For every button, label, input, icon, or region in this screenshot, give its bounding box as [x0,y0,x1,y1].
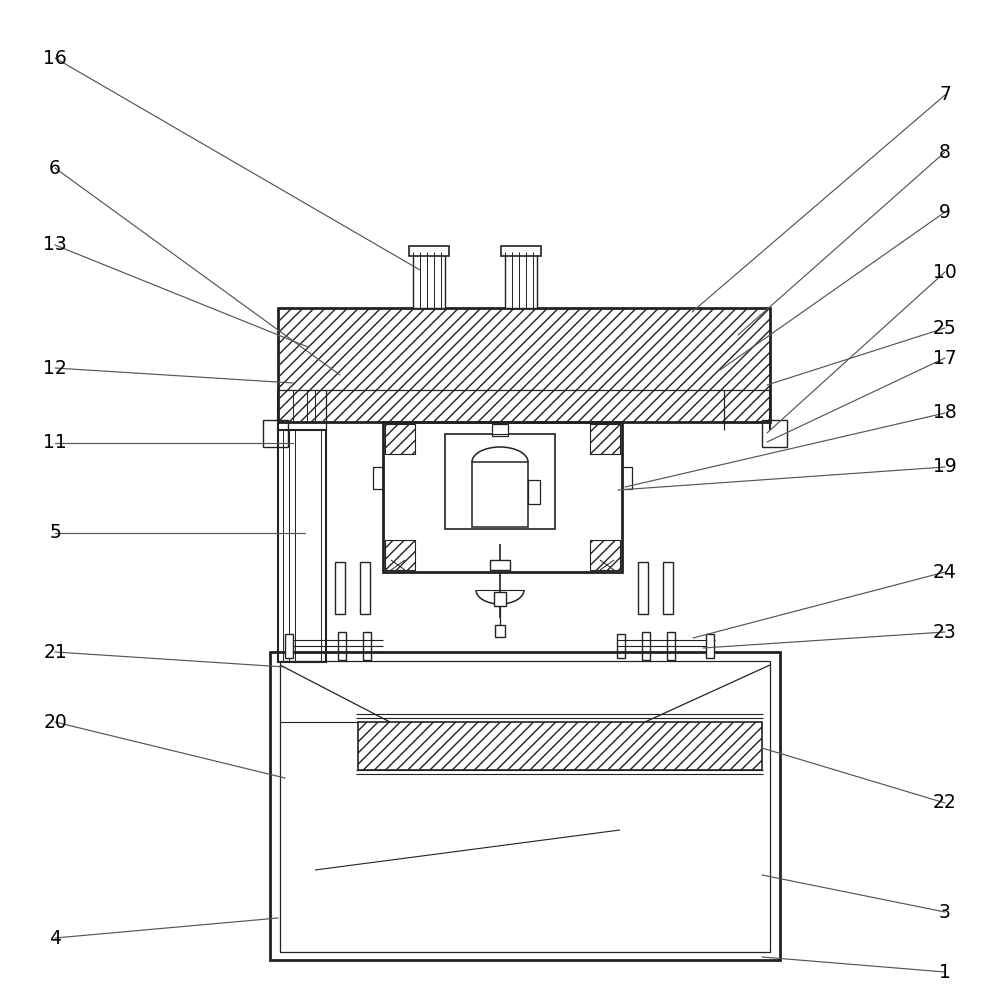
Bar [642,632,650,660]
Bar [445,434,555,529]
Bar [413,252,445,308]
Text: 12: 12 [43,359,67,377]
Text: 18: 18 [933,403,957,422]
Text: 16: 16 [43,48,67,68]
Bar [360,562,370,614]
Text: 5: 5 [49,524,61,542]
Bar [667,632,675,660]
Bar [590,424,620,454]
Bar [501,246,541,256]
Text: 13: 13 [43,235,67,254]
Text: 7: 7 [939,86,951,104]
Text: 11: 11 [43,434,67,452]
Bar [270,652,780,960]
Bar [409,246,449,256]
Bar [762,420,787,447]
Bar [383,422,622,572]
Bar [335,562,345,614]
Text: 3: 3 [939,902,951,922]
Text: 10: 10 [933,262,957,282]
Bar [638,562,648,614]
Bar [590,540,620,570]
Bar [385,424,415,454]
Bar [280,661,770,952]
Bar [373,467,383,489]
Bar [358,722,762,770]
Text: 21: 21 [43,643,67,662]
Text: 19: 19 [933,458,957,477]
Bar [338,632,346,660]
Bar [472,462,528,527]
Bar [492,424,508,436]
Bar [528,480,540,504]
Text: 25: 25 [933,318,957,338]
Bar [490,560,510,570]
Text: 4: 4 [49,928,61,948]
Bar [706,634,714,658]
Text: 24: 24 [933,562,957,582]
Bar [495,625,505,637]
Bar [278,430,326,662]
Bar [385,540,415,570]
Bar [617,634,625,658]
Bar [663,562,673,614]
Bar [285,634,293,658]
Text: 6: 6 [49,158,61,178]
Bar [363,632,371,660]
Text: 1: 1 [939,962,951,982]
Text: 8: 8 [939,142,951,161]
Text: 20: 20 [43,712,67,732]
Text: 23: 23 [933,622,957,642]
Bar [494,592,506,606]
Text: 9: 9 [939,202,951,222]
Text: 17: 17 [933,349,957,367]
Bar [505,252,537,308]
Bar [622,467,632,489]
Bar [278,308,770,422]
Bar [263,420,288,447]
Text: 22: 22 [933,794,957,812]
